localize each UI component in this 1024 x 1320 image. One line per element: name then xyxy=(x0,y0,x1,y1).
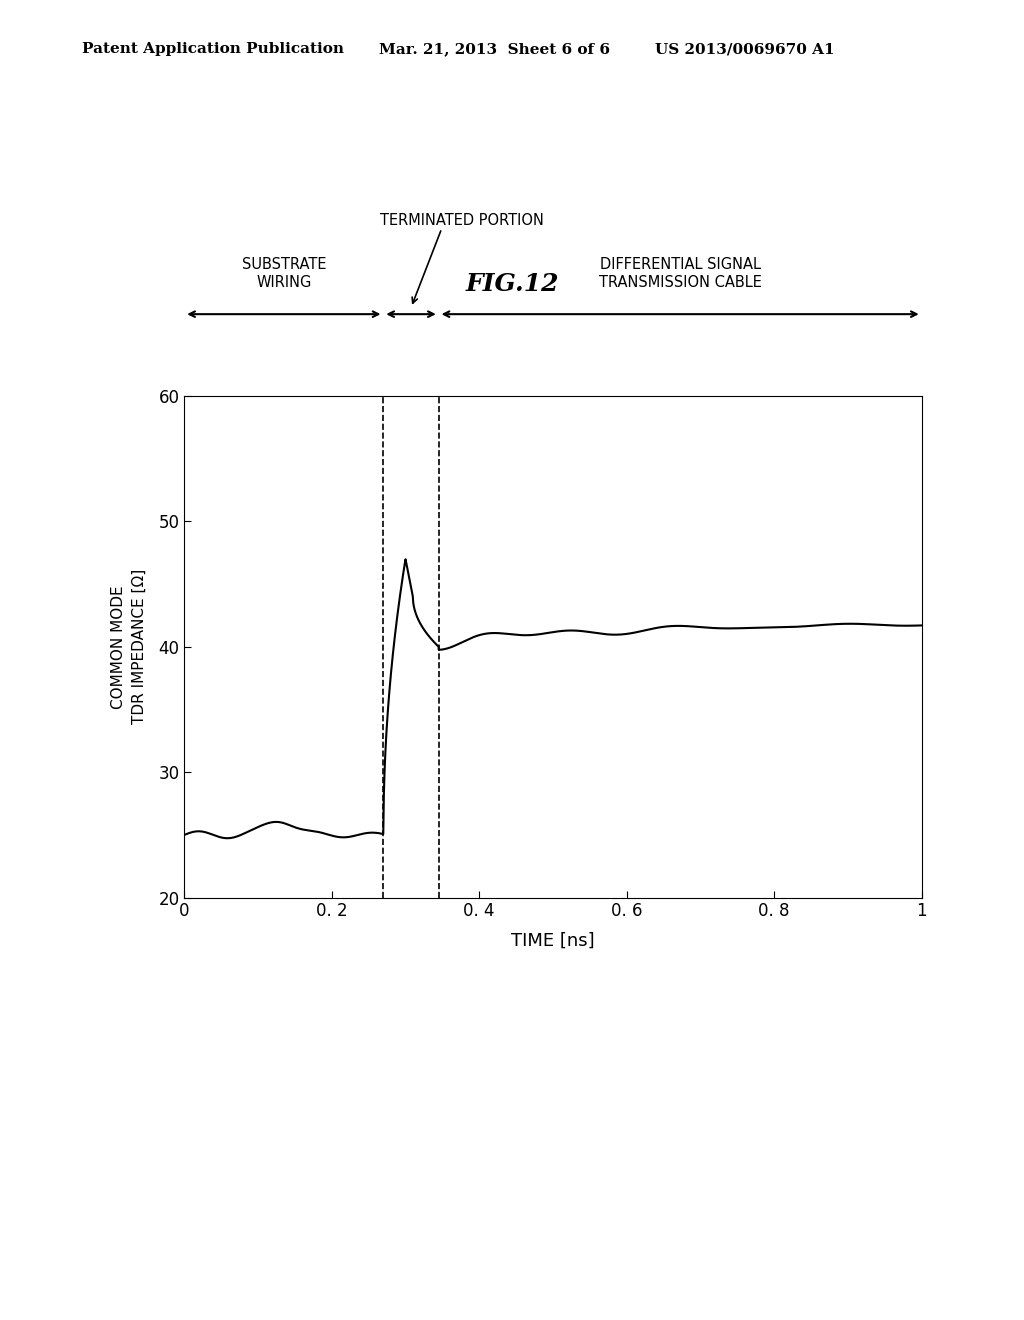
Text: SUBSTRATE
WIRING: SUBSTRATE WIRING xyxy=(242,257,326,290)
Text: DIFFERENTIAL SIGNAL
TRANSMISSION CABLE: DIFFERENTIAL SIGNAL TRANSMISSION CABLE xyxy=(599,257,762,290)
Text: Mar. 21, 2013  Sheet 6 of 6: Mar. 21, 2013 Sheet 6 of 6 xyxy=(379,42,610,57)
Text: FIG.12: FIG.12 xyxy=(465,272,559,296)
Text: US 2013/0069670 A1: US 2013/0069670 A1 xyxy=(655,42,835,57)
Text: Patent Application Publication: Patent Application Publication xyxy=(82,42,344,57)
X-axis label: TIME [ns]: TIME [ns] xyxy=(511,932,595,949)
Text: TERMINATED PORTION: TERMINATED PORTION xyxy=(380,214,544,228)
Y-axis label: COMMON MODE
TDR IMPEDANCE [Ω]: COMMON MODE TDR IMPEDANCE [Ω] xyxy=(112,569,147,725)
